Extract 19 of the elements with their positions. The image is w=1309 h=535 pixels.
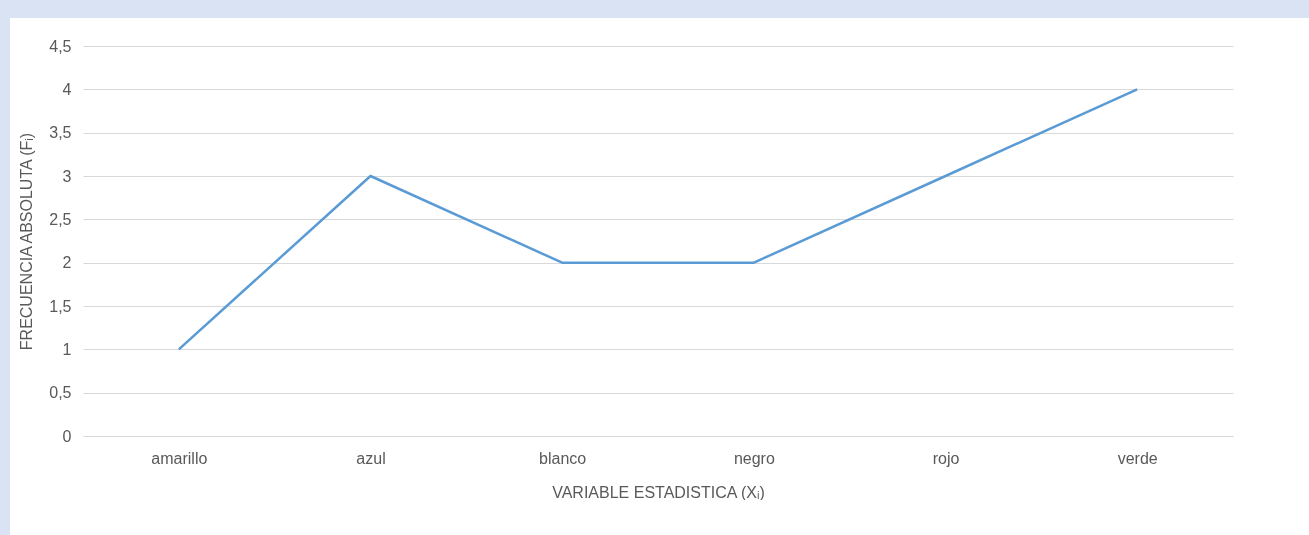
x-tick-label: verde bbox=[1117, 449, 1158, 467]
line-series bbox=[177, 88, 1139, 351]
x-tick-label: negro bbox=[733, 449, 775, 467]
y-tick-label: 4 bbox=[62, 80, 72, 98]
y-tick-label: 3,5 bbox=[49, 124, 72, 142]
x-tick-label: blanco bbox=[539, 449, 587, 467]
y-tick-label: 3 bbox=[62, 167, 72, 185]
y-tick-label: 2 bbox=[62, 254, 72, 272]
x-axis-title: VARIABLE ESTADISTICA (Xᵢ) bbox=[552, 483, 765, 501]
y-tick-label: 2,5 bbox=[49, 210, 72, 228]
y-axis-title: FRECUENCIA ABSOLUTA (Fᵢ) bbox=[18, 132, 36, 351]
x-tick-label: amarillo bbox=[151, 449, 208, 467]
y-tick-label: 0 bbox=[62, 427, 72, 445]
y-tick-label: 1 bbox=[62, 340, 72, 358]
x-tick-label: rojo bbox=[932, 449, 960, 467]
x-tick-label: azul bbox=[356, 449, 386, 467]
y-tick-label: 1,5 bbox=[49, 297, 72, 315]
y-tick-label: 0,5 bbox=[49, 384, 72, 402]
y-tick-label: 4,5 bbox=[49, 37, 72, 55]
